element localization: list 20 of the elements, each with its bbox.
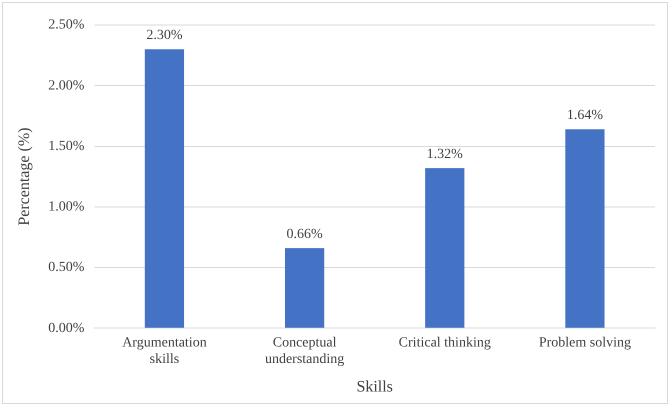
data-label: 1.64% bbox=[566, 108, 604, 123]
x-tick-label: Critical thinking bbox=[398, 335, 491, 350]
data-label: 1.32% bbox=[426, 146, 464, 162]
y-axis-title: Percentage (%) bbox=[16, 128, 33, 226]
x-tick-label: Conceptual understanding bbox=[264, 335, 344, 368]
bar bbox=[565, 129, 605, 328]
bar bbox=[425, 168, 464, 328]
bar bbox=[144, 49, 184, 328]
bar bbox=[284, 248, 324, 328]
data-label: 0.66% bbox=[286, 226, 324, 242]
x-axis-title: Skills bbox=[356, 378, 393, 396]
y-tick-label: 2.50% bbox=[48, 18, 85, 33]
x-tick-label: Problem solving bbox=[538, 335, 632, 350]
x-tick-label: Argumentation skills bbox=[122, 335, 207, 368]
y-tick-label: 0.50% bbox=[48, 260, 85, 276]
y-tick-label: 0.00% bbox=[48, 320, 85, 336]
y-tick-label: 1.00% bbox=[48, 200, 85, 215]
data-label: 2.30% bbox=[146, 28, 183, 43]
y-tick-label: 1.50% bbox=[48, 138, 85, 154]
y-tick-label: 2.00% bbox=[48, 78, 85, 94]
